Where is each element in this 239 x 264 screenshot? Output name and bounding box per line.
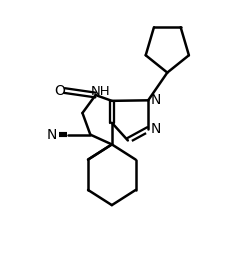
Text: N: N [46,128,57,142]
Text: N: N [151,93,161,107]
Text: O: O [54,83,65,98]
Text: NH: NH [91,84,110,98]
Text: N: N [151,122,161,136]
